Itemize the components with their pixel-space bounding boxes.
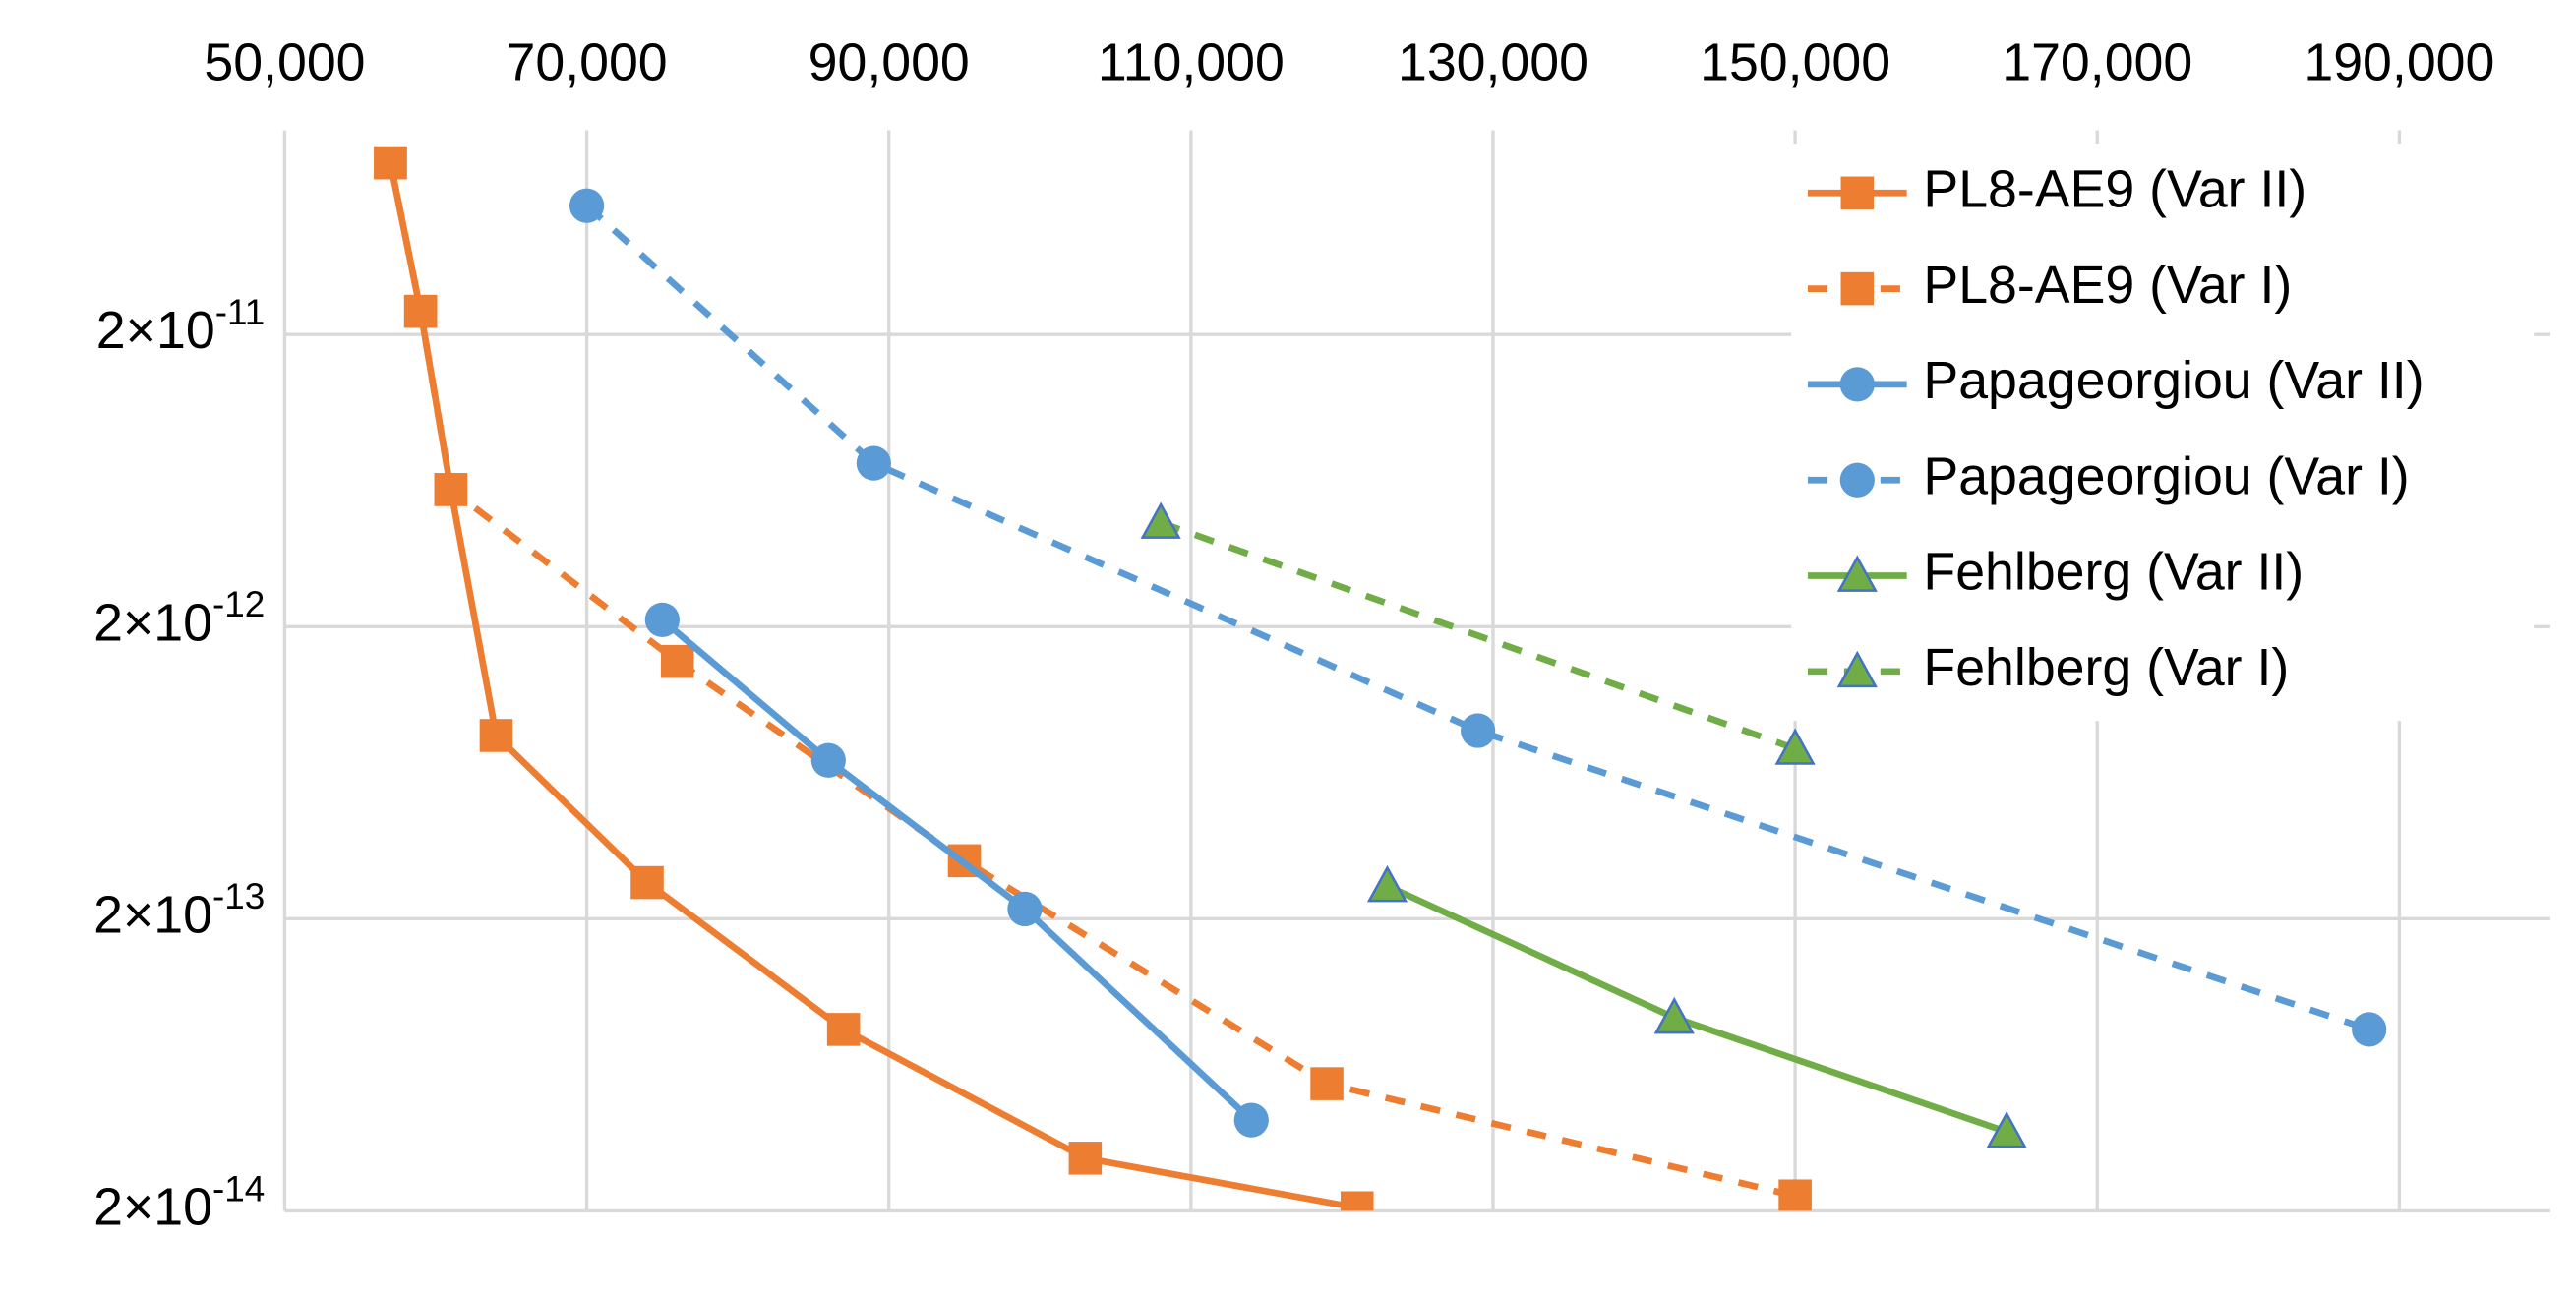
marker	[434, 473, 468, 506]
x-tick-label: 90,000	[809, 32, 970, 91]
marker	[374, 146, 407, 180]
legend-marker	[1836, 650, 1878, 688]
marker	[810, 742, 846, 778]
y-tick-exponent: -12	[212, 584, 265, 624]
y-tick-exponent: -13	[212, 876, 265, 916]
y-tick-label: 2×10-12	[93, 584, 265, 653]
legend-label: Fehlberg (Var II)	[1923, 543, 2304, 602]
series-line	[1160, 519, 1797, 752]
x-tick-label: 170,000	[2002, 32, 2192, 91]
marker	[644, 602, 680, 637]
marker	[660, 644, 694, 678]
series-line	[387, 161, 1796, 1200]
x-tick-label: 130,000	[1398, 32, 1588, 91]
marker	[403, 294, 438, 328]
marker	[1233, 1102, 1269, 1138]
series-line	[1386, 882, 2008, 1136]
legend-label: Papageorgiou (Var II)	[1923, 351, 2424, 410]
y-tick-exponent: -11	[215, 292, 266, 332]
marker	[1007, 891, 1043, 927]
marker	[856, 445, 891, 481]
legend-marker	[1840, 271, 1875, 306]
marker	[2352, 1012, 2387, 1047]
x-tick-label: 110,000	[1098, 32, 1285, 91]
y-tick-base: 2×10	[93, 593, 212, 652]
x-tick-label: 70,000	[507, 32, 668, 91]
x-tick-label: 150,000	[1700, 32, 1890, 91]
y-tick-base: 2×10	[96, 301, 215, 360]
x-tick-label: 190,000	[2304, 32, 2494, 91]
marker	[1778, 1179, 1812, 1211]
legend-label: PL8-AE9 (Var I)	[1923, 256, 2292, 315]
legend-marker	[1836, 555, 1878, 592]
y-tick-label: 2×10-13	[93, 876, 265, 945]
series-line	[584, 203, 2370, 1033]
marker	[1653, 996, 1695, 1034]
marker	[1068, 1142, 1103, 1175]
y-tick-label: 2×10-11	[96, 292, 266, 361]
marker	[1340, 1191, 1374, 1211]
marker	[1310, 1067, 1344, 1100]
legend-marker	[1839, 367, 1875, 402]
marker	[1461, 713, 1496, 748]
y-tick-label: 2×10-14	[93, 1168, 265, 1237]
y-tick-base: 2×10	[93, 1178, 212, 1237]
marker	[630, 865, 664, 900]
marker	[1366, 864, 1408, 903]
legend-marker	[1840, 176, 1875, 210]
marker	[1774, 728, 1816, 765]
marker	[826, 1013, 861, 1046]
legend-label: Fehlberg (Var I)	[1923, 638, 2289, 697]
marker	[1986, 1110, 2027, 1148]
legend-label: PL8-AE9 (Var II)	[1923, 159, 2306, 218]
y-tick-base: 2×10	[93, 886, 212, 945]
x-tick-label: 50,000	[204, 32, 365, 91]
marker	[1140, 501, 1181, 539]
series-line	[660, 617, 1254, 1123]
marker	[479, 719, 513, 752]
plot-area	[374, 146, 2387, 1211]
marker	[569, 188, 605, 223]
legend-marker	[1839, 462, 1875, 498]
series-line	[387, 161, 1358, 1211]
legend-label: Papageorgiou (Var I)	[1923, 446, 2409, 505]
legend-box	[1791, 143, 2535, 722]
y-tick-exponent: -14	[212, 1168, 265, 1208]
